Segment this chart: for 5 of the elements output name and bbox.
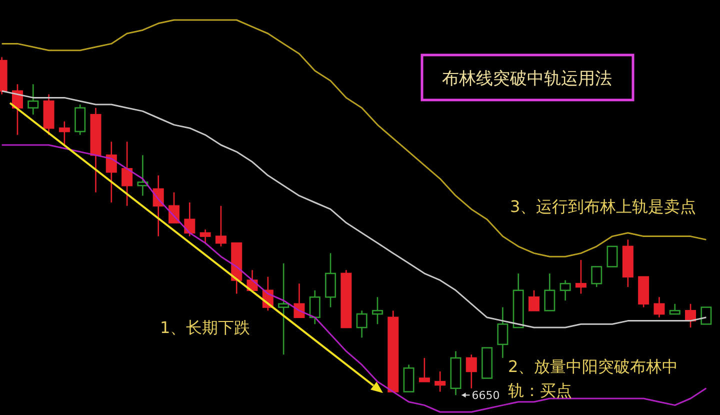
annotation: 1、长期下跌 — [160, 318, 250, 337]
annotation: 6650 — [472, 389, 500, 402]
text: 布林线突破中轨运用法 — [442, 69, 612, 89]
annotation: 2、放量中阳突破布林中轨：买点 — [508, 357, 678, 400]
annotation: 3、运行到布林上轨是卖点 — [510, 197, 696, 216]
